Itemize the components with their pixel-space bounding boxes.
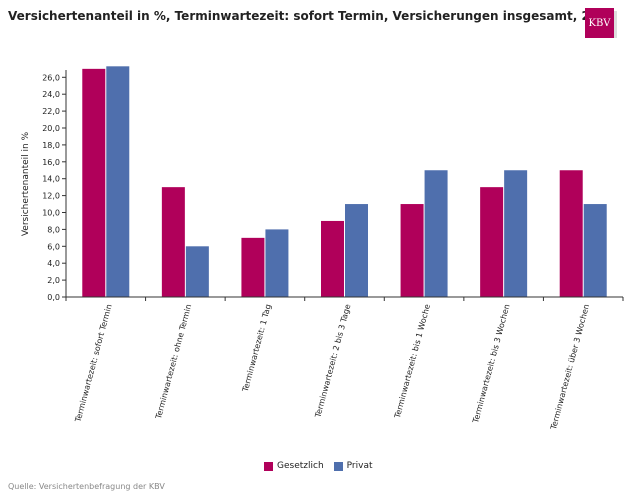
bar-gesetzlich-2 bbox=[241, 237, 265, 297]
legend-label-privat: Privat bbox=[346, 461, 373, 471]
legend-item-gesetzlich: Gesetzlich bbox=[264, 461, 324, 471]
bar-privat-3 bbox=[345, 204, 368, 297]
bar-gesetzlich-1 bbox=[161, 187, 185, 297]
bar-privat-0 bbox=[106, 66, 130, 297]
bar-privat-5 bbox=[504, 170, 528, 297]
bar-privat-1 bbox=[185, 246, 209, 297]
y-tick-label: 16,0 bbox=[42, 158, 60, 167]
legend: Gesetzlich Privat bbox=[264, 461, 373, 471]
x-tick-label: Terminwartezeit: ohne Termin bbox=[154, 303, 194, 421]
x-tick-label: Terminwartezeit: bis 1 Woche bbox=[393, 303, 432, 420]
x-tick-label: Terminwartezeit: sofort Termin bbox=[73, 303, 113, 424]
y-tick-label: 4,0 bbox=[47, 259, 60, 268]
y-axis-label: Versichertenanteil in % bbox=[21, 131, 31, 236]
bar-gesetzlich-6 bbox=[559, 170, 583, 297]
legend-swatch-privat bbox=[333, 461, 343, 471]
bar-gesetzlich-3 bbox=[321, 220, 344, 297]
x-tick-label: Terminwartezeit: 1 Tag bbox=[241, 303, 273, 394]
bar-privat-6 bbox=[583, 204, 607, 297]
y-tick-label: 6,0 bbox=[47, 242, 60, 251]
y-tick-label: 14,0 bbox=[42, 175, 60, 184]
y-tick-label: 0,0 bbox=[47, 293, 60, 302]
legend-label-gesetzlich: Gesetzlich bbox=[277, 461, 324, 471]
y-tick-label: 2,0 bbox=[47, 276, 60, 285]
y-axis-ticks: 0,0 2,0 4,0 6,0 8,0 10,0 12,0 14,0 16,0 18,0 20,0 2… bbox=[42, 73, 66, 302]
y-tick-label: 26,0 bbox=[42, 73, 60, 82]
bar-gesetzlich-5 bbox=[480, 187, 504, 297]
chart-title: Versichertenanteil in %, Terminwartezeit… bbox=[8, 9, 615, 23]
y-tick-label: 8,0 bbox=[47, 225, 60, 234]
legend-item-privat: Privat bbox=[333, 461, 373, 471]
bar-gesetzlich-0 bbox=[82, 68, 106, 297]
bars bbox=[82, 66, 607, 297]
x-axis-ticks: Terminwartezeit: sofort Termin Terminwart… bbox=[65, 297, 624, 432]
y-tick-label: 18,0 bbox=[42, 141, 60, 150]
y-tick-label: 12,0 bbox=[42, 192, 60, 201]
legend-swatch-gesetzlich bbox=[264, 461, 273, 471]
y-tick-label: 24,0 bbox=[42, 90, 60, 99]
bar-gesetzlich-4 bbox=[400, 204, 424, 297]
bar-privat-2 bbox=[265, 229, 289, 297]
y-tick-label: 20,0 bbox=[42, 124, 60, 133]
x-tick-label: Terminwartezeit: 2 bis 3 Tage bbox=[313, 303, 352, 419]
x-tick-label: Terminwartezeit: über 3 Wochen bbox=[549, 303, 591, 431]
x-tick-label: Terminwartezeit: bis 3 Wochen bbox=[471, 303, 512, 425]
y-tick-label: 22,0 bbox=[42, 107, 60, 116]
kbv-logo: KBV bbox=[585, 8, 617, 38]
bar-privat-4 bbox=[424, 170, 448, 297]
y-tick-label: 10,0 bbox=[42, 209, 60, 218]
source-note: Quelle: Versichertenbefragung der KBV bbox=[8, 482, 165, 491]
